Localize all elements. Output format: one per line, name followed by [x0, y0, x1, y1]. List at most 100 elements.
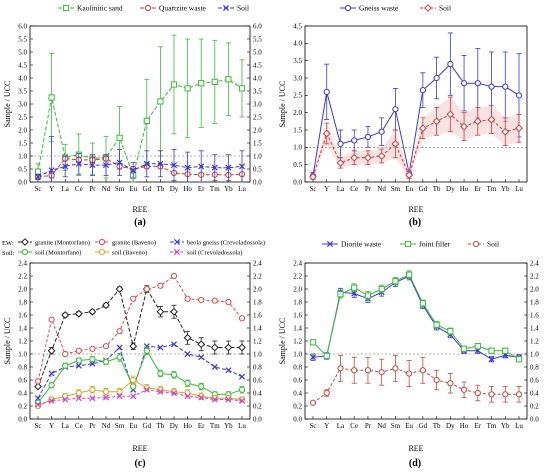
- data-point: [473, 117, 482, 126]
- data-point: [143, 386, 150, 393]
- data-point: [143, 285, 150, 293]
- data-point: [419, 367, 426, 374]
- legend: Gneiss waste Soil: [340, 4, 451, 13]
- data-point: [48, 167, 55, 174]
- series-4: [34, 346, 246, 406]
- y-tick-label: 2.2: [18, 272, 27, 280]
- data-point: [323, 88, 330, 95]
- data-point: [433, 376, 440, 384]
- y-tick-label: 0.8: [18, 363, 27, 371]
- panel-label: (b): [409, 217, 421, 228]
- y2-tick-label: 1.8: [253, 298, 262, 306]
- y2-tick-label: 1.0: [253, 350, 262, 358]
- y-tick-label: 1.0: [293, 350, 302, 358]
- data-point: [198, 354, 205, 361]
- y-tick-label: 0.8: [293, 363, 302, 371]
- data-point: [211, 396, 218, 403]
- y-tick-label: 1.8: [293, 298, 302, 306]
- data-point: [488, 83, 495, 90]
- y2-tick-label: 1.4: [530, 324, 539, 332]
- x-tick-label: Pr: [365, 185, 372, 193]
- data-point: [378, 128, 385, 135]
- y-tick-label: 1.0: [18, 152, 27, 160]
- data-point: [460, 345, 468, 352]
- x-tick-label: Er: [198, 185, 205, 193]
- data-point: [48, 382, 55, 389]
- data-point: [184, 295, 191, 302]
- data-point: [157, 370, 164, 377]
- x-tick-label: Er: [198, 422, 205, 430]
- y2-tick-label: 0.8: [253, 363, 262, 371]
- y2-tick-label: 2.2: [253, 272, 262, 280]
- legend-prefix-soil: Soil:: [2, 250, 14, 257]
- legend-label: Soil: [439, 4, 451, 13]
- legend-label: granite (Baveno): [112, 239, 156, 246]
- x-tick-label: Gd: [143, 185, 152, 193]
- y-tick-label: 1.4: [293, 324, 302, 332]
- y-tick-label: 5.5: [18, 35, 27, 43]
- data-point: [238, 373, 246, 380]
- series-6: [34, 386, 246, 408]
- legend-marker: [344, 4, 352, 12]
- y2-tick-label: 4.0: [253, 74, 262, 82]
- x-tick-label: Er: [474, 422, 481, 430]
- y-tick-label: 1.4: [18, 324, 27, 332]
- data-point: [130, 383, 137, 390]
- y-tick-label: 2.0: [293, 285, 302, 293]
- panel-label: (c): [134, 458, 145, 469]
- legend-marker: [173, 238, 181, 246]
- data-point: [238, 163, 246, 170]
- series-line: [312, 367, 519, 404]
- y2-tick-label: 1.6: [530, 311, 539, 319]
- data-point: [351, 367, 358, 374]
- data-point: [130, 295, 137, 302]
- x-tick-label: Tb: [433, 185, 441, 193]
- x-tick-label: Gd: [419, 422, 428, 430]
- data-point: [419, 87, 426, 94]
- data-point: [48, 397, 55, 404]
- y-tick-label: 0.2: [18, 402, 27, 410]
- y2-tick-label: 6.0: [253, 22, 262, 30]
- x-tick-label: Tb: [433, 422, 441, 430]
- series-line: [37, 287, 242, 387]
- data-point: [238, 85, 246, 92]
- data-point: [62, 396, 69, 403]
- y-tick-label: 1.8: [18, 298, 27, 306]
- x-tick-label: Eu: [405, 422, 413, 430]
- data-point: [198, 296, 205, 304]
- data-point: [487, 115, 496, 124]
- series-line: [37, 161, 243, 178]
- legend-marker: [21, 238, 29, 246]
- legend: EW: Soil: granite (Montorfano) granite (Bav…: [2, 238, 265, 257]
- x-tick-label: Dy: [170, 422, 179, 430]
- plot-frame: [304, 25, 528, 183]
- y-tick-label: 3.0: [293, 74, 302, 82]
- legend-label: Joint filler: [419, 240, 451, 249]
- x-tick-label: Tm: [210, 185, 220, 193]
- y-tick-label: 0.2: [293, 402, 302, 410]
- data-point: [225, 367, 232, 374]
- data-point: [351, 284, 358, 291]
- data-point: [130, 167, 137, 174]
- x-tick-label: Ho: [460, 422, 469, 430]
- series-line: [37, 78, 243, 178]
- x-axis-label: REE: [408, 444, 423, 453]
- y2-tick-label: 0.0: [253, 178, 262, 186]
- data-point: [116, 388, 123, 395]
- data-point: [488, 356, 495, 363]
- series-line: [37, 275, 243, 382]
- y2-tick-label: 1.2: [253, 337, 262, 345]
- legend-prefix-ew: EW:: [2, 240, 14, 247]
- data-point: [170, 81, 178, 88]
- data-point: [116, 159, 123, 166]
- x-tick-label: Sc: [35, 185, 42, 193]
- y-tick-label: 2.5: [293, 92, 302, 100]
- y-tick-label: 4.5: [293, 22, 302, 30]
- legend-label: Soil: [237, 4, 249, 13]
- y2-tick-label: 1.0: [253, 152, 262, 160]
- y2-tick-label: 0.4: [530, 389, 539, 397]
- y2-tick-label: 2.2: [530, 272, 539, 280]
- x-tick-label: Sm: [391, 185, 401, 193]
- data-point: [364, 367, 372, 374]
- series-3: [309, 354, 523, 406]
